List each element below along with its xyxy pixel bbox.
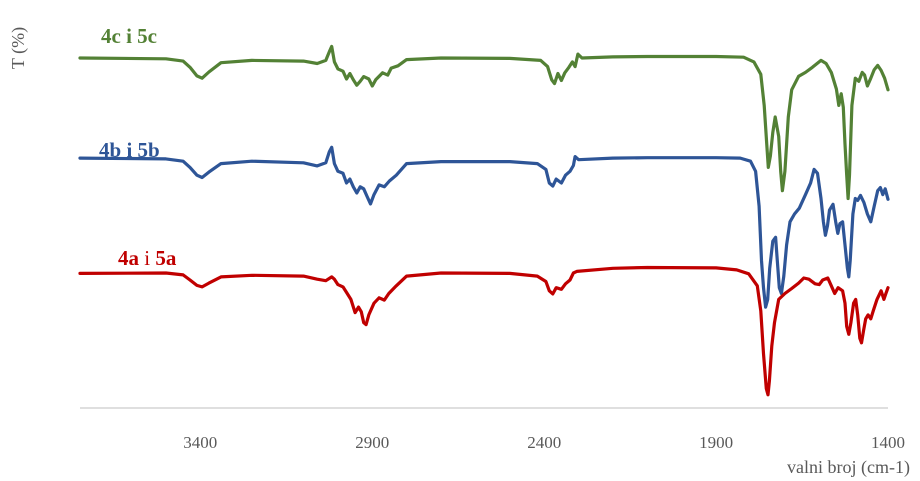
series-label-part: i <box>121 24 137 48</box>
series-label-part: 4c <box>101 24 121 48</box>
series-label-part: i <box>139 246 155 270</box>
series-label-part: 5c <box>137 24 157 48</box>
series-label-2: 4a i 5a <box>118 246 177 270</box>
series-label-0: 4c i 5c <box>101 24 157 48</box>
series-line-0 <box>78 44 890 201</box>
series-line-1 <box>78 145 890 309</box>
series-line-2 <box>78 265 890 397</box>
x-tick-label: 1900 <box>699 433 733 452</box>
x-tick-labels: 3400 2900 2400 1900 1400 <box>183 433 905 452</box>
x-tick-label: 2400 <box>527 433 561 452</box>
series-label-part: 4b <box>99 138 121 162</box>
x-tick-label: 2900 <box>355 433 389 452</box>
series-group <box>78 44 890 397</box>
series-label-part: 5b <box>138 138 160 162</box>
y-axis-title: T (%) <box>8 27 29 69</box>
series-label-1: 4b i 5b <box>99 138 160 162</box>
x-tick-label: 3400 <box>183 433 217 452</box>
series-label-part: 5a <box>155 246 177 270</box>
x-tick-label: 1400 <box>871 433 905 452</box>
x-axis-title: valni broj (cm-1) <box>787 457 910 478</box>
series-label-part: 4a <box>118 246 140 270</box>
series-label-part: i <box>121 138 137 162</box>
series-labels: 4c i 5c 4b i 5b 4a i 5a <box>99 24 177 270</box>
